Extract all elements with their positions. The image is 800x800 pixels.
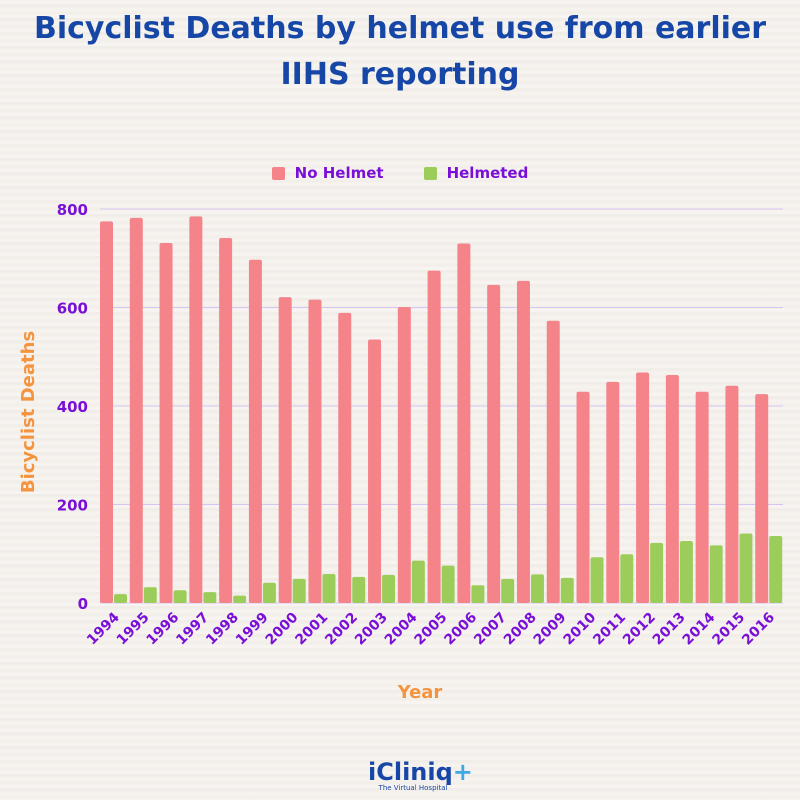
bar-helmeted [709, 545, 723, 603]
x-tick-label: 2010 [560, 609, 599, 648]
x-tick-label: 2011 [590, 610, 629, 649]
bar-no-helmet [159, 242, 173, 604]
x-tick-label: 2003 [352, 610, 391, 649]
bar-no-helmet [636, 372, 650, 603]
legend-swatch-helmeted [423, 166, 437, 180]
bar-helmeted [114, 594, 127, 603]
y-tick-label: 400 [57, 398, 88, 416]
bar-helmeted [203, 592, 217, 603]
x-tick-label: 1994 [84, 609, 123, 648]
bar-no-helmet [248, 259, 262, 603]
bar-helmeted [590, 557, 604, 603]
bar-no-helmet [487, 284, 501, 603]
bar-no-helmet [695, 391, 709, 603]
x-tick-label: 2012 [620, 610, 659, 649]
bar-no-helmet [516, 280, 530, 603]
bar-helmeted [352, 576, 366, 603]
x-tick-label: 2014 [680, 609, 719, 648]
bar-helmeted [143, 587, 157, 603]
bar-helmeted [292, 578, 306, 603]
bar-no-helmet [219, 238, 233, 603]
bar-helmeted [233, 595, 247, 603]
bar-helmeted [411, 560, 425, 603]
bar-no-helmet [338, 312, 352, 603]
x-tick-label: 1998 [203, 610, 242, 649]
bar-helmeted [560, 577, 574, 603]
x-tick-label: 2001 [292, 610, 331, 649]
bar-helmeted [679, 540, 693, 603]
bar-no-helmet [755, 394, 769, 603]
legend-item-helmeted: Helmeted [423, 164, 529, 182]
x-tick-label: 2007 [471, 610, 510, 649]
x-tick-label: 2006 [441, 610, 480, 649]
bar-no-helmet [546, 320, 560, 603]
bar-no-helmet [576, 391, 590, 603]
x-tick-label: 2008 [501, 610, 540, 649]
bar-helmeted [441, 565, 455, 603]
bar-no-helmet [278, 297, 292, 603]
x-tick-label: 2004 [382, 609, 421, 648]
legend: No Helmet Helmeted [0, 164, 800, 182]
legend-label-no-helmet: No Helmet [294, 164, 384, 182]
bar-no-helmet [368, 339, 382, 603]
x-tick-label: 2002 [322, 610, 361, 649]
bar-helmeted [620, 554, 634, 603]
bar-helmeted [471, 585, 485, 603]
bar-no-helmet [129, 217, 143, 604]
x-tick-label: 1995 [114, 610, 153, 649]
bar-helmeted [173, 590, 187, 603]
bar-helmeted [382, 574, 396, 603]
x-tick-label: 2005 [412, 610, 451, 649]
y-tick-label: 200 [57, 497, 88, 515]
bar-no-helmet [189, 216, 203, 603]
bar-no-helmet [457, 243, 471, 603]
x-tick-label: 2000 [263, 609, 302, 648]
bar-no-helmet [397, 307, 411, 603]
bar-helmeted [769, 536, 783, 603]
bar-no-helmet [427, 270, 441, 603]
y-tick-label: 0 [78, 595, 88, 613]
x-tick-label: 2013 [650, 610, 689, 649]
x-tick-label: 1996 [144, 610, 183, 649]
x-tick-label: 1999 [233, 610, 272, 649]
chart-title: Bicyclist Deaths by helmet use from earl… [33, 11, 767, 92]
legend-label-helmeted: Helmeted [446, 164, 529, 182]
bar-no-helmet [725, 385, 739, 603]
x-tick-label: 2015 [709, 610, 748, 649]
bar-no-helmet [606, 381, 620, 603]
bar-helmeted [650, 542, 664, 603]
x-tick-label: 2009 [531, 610, 570, 649]
legend-item-no-helmet: No Helmet [271, 164, 384, 182]
x-axis-label: Year [397, 682, 443, 703]
bar-no-helmet [100, 221, 113, 603]
bar-helmeted [530, 574, 544, 603]
legend-swatch-no-helmet [271, 166, 285, 180]
bar-helmeted [262, 582, 276, 603]
bar-no-helmet [308, 299, 322, 603]
y-axis-label: Bicyclist Deaths [18, 331, 39, 493]
x-tick-label: 2016 [739, 610, 778, 649]
bar-no-helmet [665, 374, 679, 603]
bar-helmeted [501, 578, 515, 603]
x-tick-label: 1997 [173, 610, 212, 649]
y-tick-label: 800 [57, 201, 88, 219]
y-tick-label: 600 [57, 300, 88, 318]
bar-helmeted [322, 573, 336, 603]
iclinic-logo: iCliniq+ The Virtual Hospital [368, 758, 473, 792]
bar-helmeted [739, 533, 753, 603]
